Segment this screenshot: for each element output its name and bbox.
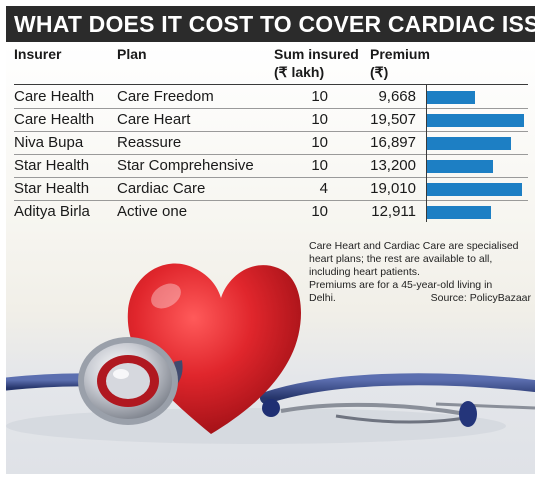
row-divider bbox=[14, 108, 528, 109]
cell-plan: Active one bbox=[117, 203, 188, 220]
premium-bar bbox=[427, 114, 524, 127]
row-divider bbox=[14, 200, 528, 201]
header-plan: Plan bbox=[117, 46, 147, 62]
header-insurer: Insurer bbox=[14, 46, 62, 62]
note-line: Premiums are for a 45-year-old living in bbox=[309, 279, 493, 291]
cell-sum-insured: 10 bbox=[311, 157, 328, 174]
premium-bar bbox=[427, 160, 493, 173]
header-sum-insured: Sum insured bbox=[274, 46, 359, 62]
stethoscope-chestpiece bbox=[78, 337, 183, 425]
cell-plan: Care Freedom bbox=[117, 88, 214, 105]
source-credit: Source: PolicyBazaar bbox=[430, 292, 531, 304]
cell-premium: 19,010 bbox=[370, 180, 416, 197]
header-premium: Premium bbox=[370, 46, 430, 62]
cell-insurer: Niva Bupa bbox=[14, 134, 84, 151]
cell-sum-insured: 10 bbox=[311, 88, 328, 105]
cell-sum-insured: 4 bbox=[319, 180, 328, 197]
row-divider bbox=[14, 154, 528, 155]
cell-plan: Care Heart bbox=[117, 111, 191, 128]
header-premium-unit: (₹) bbox=[370, 64, 389, 80]
row-divider bbox=[14, 131, 528, 132]
cell-premium: 16,897 bbox=[370, 134, 416, 151]
cell-sum-insured: 10 bbox=[311, 111, 328, 128]
cell-insurer: Star Health bbox=[14, 157, 90, 174]
cell-sum-insured: 10 bbox=[311, 134, 328, 151]
footnote: Care Heart and Cardiac Care are speciali… bbox=[309, 240, 535, 305]
cell-plan: Reassure bbox=[117, 134, 182, 151]
cell-premium: 12,911 bbox=[371, 203, 416, 220]
row-divider bbox=[14, 177, 528, 178]
header-sum-insured-unit: (₹ lakh) bbox=[274, 64, 325, 80]
cell-plan: Star Comprehensive bbox=[117, 157, 254, 174]
cell-plan: Cardiac Care bbox=[117, 180, 206, 197]
bar-axis bbox=[426, 84, 427, 222]
note-line: Delhi. bbox=[309, 292, 336, 304]
premium-bar bbox=[427, 183, 522, 196]
premium-bar bbox=[427, 91, 475, 104]
note-line: including heart patients. bbox=[309, 266, 420, 278]
premium-bar bbox=[427, 137, 511, 150]
chart-title: WHAT DOES IT COST TO COVER CARDIAC ISSUE… bbox=[6, 6, 535, 42]
header-rule bbox=[14, 84, 528, 85]
note-line: heart plans; the rest are available to a… bbox=[309, 253, 493, 265]
cell-sum-insured: 10 bbox=[311, 203, 328, 220]
cell-premium: 9,668 bbox=[378, 88, 416, 105]
cell-insurer: Care Health bbox=[14, 111, 95, 128]
premium-bar bbox=[427, 206, 491, 219]
infographic: WHAT DOES IT COST TO COVER CARDIAC ISSUE… bbox=[6, 6, 535, 474]
cell-insurer: Aditya Birla bbox=[14, 203, 90, 220]
cell-premium: 13,200 bbox=[370, 157, 416, 174]
cell-insurer: Star Health bbox=[14, 180, 90, 197]
cell-insurer: Care Health bbox=[14, 88, 95, 105]
cell-premium: 19,507 bbox=[370, 111, 416, 128]
note-line: Care Heart and Cardiac Care are speciali… bbox=[309, 240, 519, 252]
illustration bbox=[6, 263, 535, 444]
